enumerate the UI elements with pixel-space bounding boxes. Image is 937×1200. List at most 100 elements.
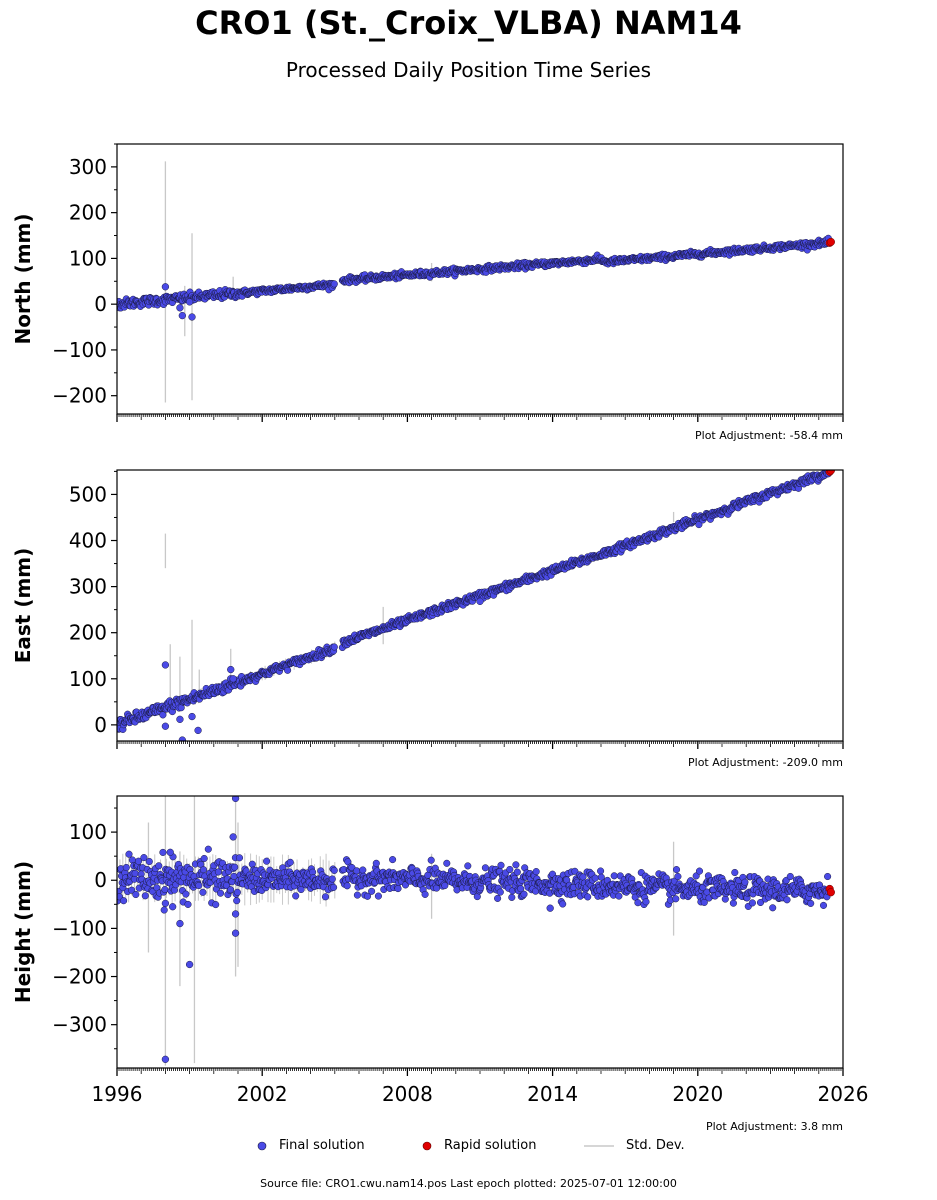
final-point [182, 890, 190, 898]
final-point [731, 868, 739, 877]
legend-rapid: Rapid solution [422, 1138, 536, 1153]
rapid-point [826, 237, 835, 246]
final-point [330, 643, 338, 651]
std-line-icon [584, 1144, 614, 1147]
final-point [481, 864, 489, 872]
final-point [368, 887, 376, 895]
final-point [497, 861, 505, 869]
final-point [233, 888, 241, 896]
final-point [359, 866, 367, 874]
final-point [212, 901, 220, 909]
final-point [292, 892, 300, 900]
final-point [464, 862, 472, 870]
chart-title: CRO1 (St._Croix_VLBA) NAM14 [195, 4, 742, 42]
legend-rapid-label: Rapid solution [444, 1138, 537, 1153]
final-point-outlier [227, 665, 235, 674]
final-point [520, 890, 528, 898]
plot-area [117, 470, 835, 741]
final-point [321, 893, 330, 901]
final-point [372, 859, 380, 867]
final-point [783, 896, 791, 904]
final-point-outlier [161, 899, 170, 908]
final-solution-points [117, 470, 832, 741]
final-point [824, 872, 832, 881]
legend-std: Std. Dev. [584, 1138, 685, 1153]
final-point [597, 867, 605, 875]
x-tick-label: 2002 [237, 1082, 288, 1106]
final-point [145, 857, 153, 866]
std-dev-bars [117, 161, 433, 403]
final-solution-points [117, 234, 832, 321]
final-point [286, 858, 294, 866]
final-point [597, 873, 605, 881]
final-point-outlier [231, 796, 240, 803]
final-point [786, 872, 794, 881]
std-dev-bars [117, 796, 675, 1066]
y-tick-label: 100 [69, 246, 107, 270]
final-point-outlier [176, 304, 184, 312]
final-point [330, 866, 338, 874]
y-axis-label: North (mm) [11, 213, 35, 344]
final-point-outlier [176, 715, 184, 723]
chart-subtitle: Processed Daily Position Time Series [285, 58, 652, 82]
final-point [427, 856, 435, 864]
final-point-outlier [188, 313, 196, 321]
final-point [695, 867, 704, 875]
final-point-outlier [178, 311, 186, 320]
legend-final: Final solution [257, 1138, 365, 1153]
final-point [674, 872, 682, 881]
final-point [496, 888, 504, 896]
final-point [634, 899, 642, 907]
final-point-outlier [176, 919, 184, 928]
final-point [513, 868, 521, 876]
footer-source: Source file: CRO1.cwu.nam14.pos Last epo… [260, 1177, 677, 1190]
final-point [120, 897, 128, 905]
final-point [672, 866, 681, 874]
final-point [233, 897, 241, 905]
final-point [584, 893, 592, 901]
final-point [231, 863, 239, 871]
final-point [140, 854, 148, 862]
final-point [756, 898, 765, 907]
x-tick-label: 2014 [527, 1082, 578, 1106]
final-point [807, 899, 815, 907]
final-point [374, 892, 382, 900]
y-tick-label: −200 [52, 965, 107, 989]
final-point-outlier [194, 726, 202, 735]
plot-area [117, 796, 835, 1066]
plot-frame [116, 143, 844, 415]
y-tick-label: 300 [69, 575, 107, 599]
final-point-outlier [229, 833, 237, 841]
final-point-outlier [161, 661, 170, 669]
rapid-solution-points [825, 884, 835, 897]
final-point [353, 891, 361, 899]
final-point [591, 874, 599, 882]
final-point [131, 869, 139, 877]
final-point [330, 280, 338, 288]
final-point [134, 857, 143, 865]
y-axis-label: East (mm) [11, 548, 35, 664]
final-point [692, 872, 700, 880]
final-point [559, 900, 567, 908]
final-point [389, 856, 397, 864]
plot-adjustment: Plot Adjustment: 3.8 mm [706, 1120, 843, 1133]
panel-1: −200 −100 0 100 200 300 North (mm) Plot Adjustm… [11, 143, 844, 442]
y-tick-label: −200 [52, 384, 107, 408]
final-point [443, 859, 451, 867]
final-point [263, 857, 271, 865]
rapid-solution-points [825, 237, 835, 247]
final-point [748, 899, 756, 907]
final-point-outlier [178, 736, 186, 741]
final-point [363, 892, 372, 900]
final-point-outlier [229, 675, 237, 683]
final-marker-icon [257, 1141, 267, 1150]
final-point [195, 881, 203, 890]
final-point [508, 893, 516, 901]
y-tick-label: −100 [52, 338, 107, 362]
final-point [141, 892, 149, 900]
final-point [517, 885, 525, 893]
final-point [204, 845, 212, 853]
final-point [610, 872, 618, 880]
final-point [284, 666, 292, 674]
